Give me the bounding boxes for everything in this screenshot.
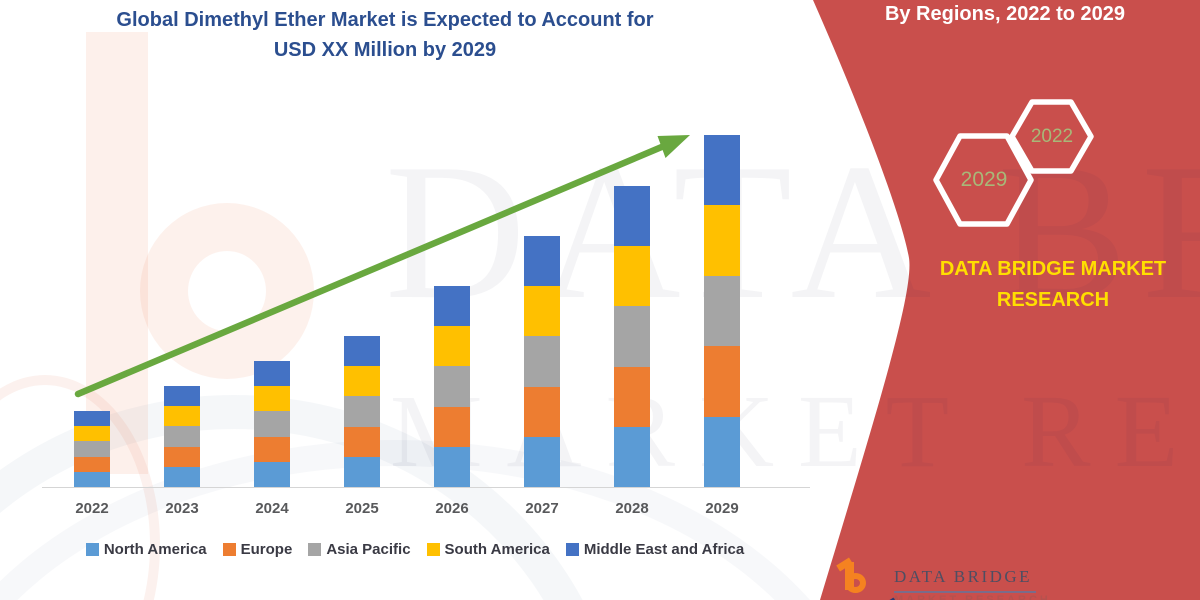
chart-title-line1: Global Dimethyl Ether Market is Expected… — [116, 9, 654, 31]
legend-item-south-america: South America — [426, 541, 550, 558]
bar-segment-2028-middle-east-and-africa — [614, 186, 650, 247]
legend-label: Middle East and Africa — [583, 541, 745, 558]
bar-segment-2022-north-america — [74, 471, 110, 487]
bar-segment-2024-south-america — [254, 386, 290, 412]
panel-heading: By Regions, 2022 to 2029 — [884, 3, 1126, 25]
hexagon-2022-label: 2022 — [1030, 126, 1074, 147]
bar-segment-2024-europe — [254, 436, 290, 462]
hexagon-2029 — [933, 133, 1034, 227]
bar-segment-2027-asia-pacific — [524, 336, 560, 387]
logo-subtitle: MARKET RESEARCH — [894, 594, 1051, 600]
stacked-bar-chart: 2022 2023 2024 2025 2026 2027 2028 2029 North A… — [35, 135, 810, 558]
legend-label: South America — [444, 541, 550, 558]
hexagon-2022 — [1009, 99, 1094, 174]
bar-segment-2023-north-america — [164, 466, 200, 487]
bar-segment-2026-north-america — [434, 446, 470, 487]
legend-swatch-icon — [85, 543, 99, 556]
bar-segment-2022-asia-pacific — [74, 441, 110, 457]
legend-item-middle-east-and-africa: Middle East and Africa — [565, 541, 745, 558]
bar-segment-2025-asia-pacific — [344, 396, 380, 427]
bar-segment-2026-europe — [434, 406, 470, 447]
x-axis-label-2025: 2025 — [345, 500, 379, 517]
chart-title: Global Dimethyl Ether Market is Expected… — [60, 5, 710, 65]
trend-arrow — [74, 135, 690, 398]
red-panel-shape — [813, 0, 1200, 600]
bar-segment-2029-middle-east-and-africa — [704, 135, 740, 206]
legend-swatch-icon — [222, 543, 236, 556]
trend-arrow-line — [74, 142, 668, 398]
logo-swoosh-icon — [833, 574, 903, 600]
x-axis-baseline — [42, 487, 810, 488]
bar-segment-2028-europe — [614, 366, 650, 427]
bar-segment-2027-middle-east-and-africa — [524, 236, 560, 287]
legend-item-asia-pacific: Asia Pacific — [308, 541, 411, 558]
bar-segment-2023-south-america — [164, 406, 200, 427]
x-axis-label-2029: 2029 — [705, 500, 739, 517]
logo-b-icon — [845, 573, 866, 593]
legend-swatch-icon — [308, 543, 322, 556]
bar-segment-2023-europe — [164, 446, 200, 467]
bar-segment-2029-europe — [704, 346, 740, 417]
brand-text-line2: RESEARCH — [996, 289, 1110, 311]
x-axis-label-2022: 2022 — [75, 500, 109, 517]
legend-item-north-america: North America — [85, 541, 207, 558]
bar-segment-2023-asia-pacific — [164, 426, 200, 447]
bar-segment-2024-middle-east-and-africa — [254, 361, 290, 387]
brand-text-line1: DATA BRIDGE MARKET — [939, 258, 1167, 280]
legend-swatch-icon — [565, 543, 579, 556]
bar-segment-2025-north-america — [344, 456, 380, 487]
bar-segment-2029-north-america — [704, 416, 740, 487]
logo-name: DATA BRIDGE — [894, 567, 1033, 586]
bar-segment-2022-south-america — [74, 426, 110, 442]
x-axis-label-2027: 2027 — [525, 500, 559, 517]
bar-segment-2029-asia-pacific — [704, 275, 740, 347]
bar-segment-2023-middle-east-and-africa — [164, 386, 200, 407]
bar-segment-2029-south-america — [704, 205, 740, 276]
bar-segment-2026-south-america — [434, 326, 470, 367]
company-logo: DATA BRIDGE MARKET RESEARCH — [833, 557, 1177, 600]
bar-segment-2028-north-america — [614, 426, 650, 487]
logo-underline — [894, 591, 1036, 593]
x-axis-label-2024: 2024 — [255, 500, 289, 517]
bar-segment-2028-south-america — [614, 246, 650, 307]
legend-label: Europe — [240, 541, 293, 558]
bar-segment-2024-north-america — [254, 461, 290, 487]
bar-segment-2025-middle-east-and-africa — [344, 336, 380, 367]
bar-segment-2027-europe — [524, 386, 560, 437]
legend-label: North America — [103, 541, 207, 558]
bar-segment-2024-asia-pacific — [254, 411, 290, 437]
trend-arrow-head — [657, 135, 690, 158]
bar-segment-2025-europe — [344, 426, 380, 457]
x-axis-label-2028: 2028 — [615, 500, 649, 517]
chart-title-line2: USD XX Million by 2029 — [273, 39, 497, 61]
x-axis-label-2023: 2023 — [165, 500, 199, 517]
legend-swatch-icon — [426, 543, 440, 556]
hexagon-2029-label: 2029 — [960, 168, 1008, 191]
bar-segment-2022-europe — [74, 456, 110, 472]
bar-segment-2027-south-america — [524, 286, 560, 337]
bar-segment-2026-asia-pacific — [434, 366, 470, 407]
legend-item-europe: Europe — [222, 541, 293, 558]
legend-label: Asia Pacific — [326, 541, 411, 558]
chart-legend: North America Europe Asia Pacific South Ame… — [35, 541, 795, 558]
x-axis-label-2026: 2026 — [435, 500, 469, 517]
bar-segment-2025-south-america — [344, 366, 380, 397]
bar-segment-2022-middle-east-and-africa — [74, 411, 110, 427]
bar-segment-2028-asia-pacific — [614, 306, 650, 367]
bar-segment-2027-north-america — [524, 436, 560, 487]
brand-text: DATA BRIDGE MARKET RESEARCH — [928, 254, 1178, 316]
bar-segment-2026-middle-east-and-africa — [434, 286, 470, 327]
